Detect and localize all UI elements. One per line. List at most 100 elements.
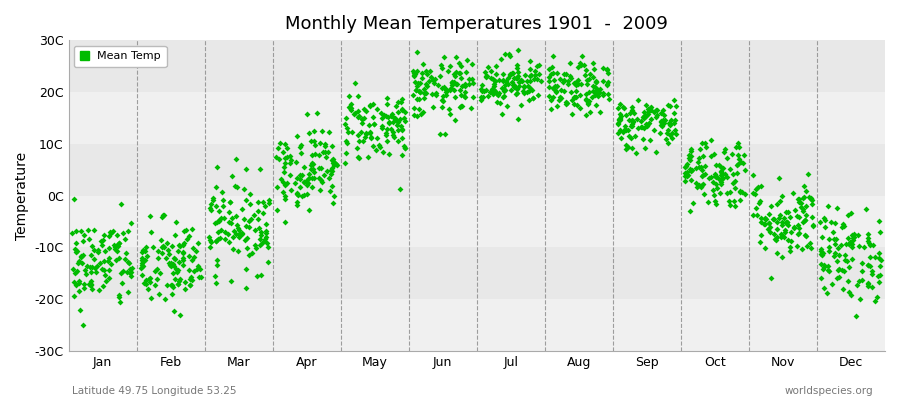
Point [544,96,558,103]
Point [317,172,331,178]
Point [65,230,79,236]
Point [691,155,706,161]
Point [818,217,832,223]
Point [589,78,603,84]
Point [242,224,256,230]
Point [491,90,506,96]
Point [412,96,427,102]
Point [76,281,91,288]
Point [666,96,680,103]
Point [417,109,431,115]
Point [259,234,274,240]
Point [222,219,237,225]
Point [300,190,314,197]
Point [152,291,166,298]
Point [800,243,814,250]
Point [458,88,473,95]
Point [717,149,732,155]
Point [300,111,314,117]
Point [696,181,710,187]
Point [305,166,320,172]
Point [304,184,319,190]
Point [112,299,127,305]
Point [767,230,781,237]
Point [522,97,536,103]
Point [487,83,501,90]
Point [276,169,291,175]
Point [872,279,886,285]
Point [203,207,218,214]
Bar [68,40,885,92]
Point [142,279,157,286]
Point [366,114,381,120]
Point [706,150,721,157]
Point [95,266,110,272]
Point [825,281,840,288]
Point [67,196,81,202]
Point [588,92,602,98]
Point [874,256,888,263]
Point [591,88,606,95]
Point [750,212,764,218]
Point [617,123,632,130]
Point [726,171,741,177]
Point [586,82,600,89]
Point [411,106,426,112]
Point [391,109,405,115]
Point [767,216,781,222]
Point [725,180,740,187]
Point [662,140,676,146]
Point [646,109,661,116]
Point [427,80,441,86]
Point [441,68,455,74]
Point [626,110,641,116]
Point [873,272,887,278]
Point [861,231,876,238]
Point [351,132,365,138]
Point [124,273,139,280]
Point [479,74,493,80]
Text: Latitude 49.75 Longitude 53.25: Latitude 49.75 Longitude 53.25 [72,386,237,396]
Point [120,268,134,275]
Point [586,60,600,66]
Point [338,159,353,166]
Point [388,115,402,121]
Point [273,140,287,146]
Point [205,195,220,202]
Point [162,260,176,266]
Point [860,262,875,269]
Point [83,264,97,270]
Point [84,269,98,276]
Point [625,117,639,124]
Point [176,262,190,268]
Point [134,257,148,263]
Point [629,116,643,122]
Point [415,70,429,76]
Point [320,168,335,174]
Point [823,268,837,274]
Point [554,94,569,101]
Point [559,98,573,105]
Point [817,262,832,268]
Point [102,267,116,274]
Point [277,160,292,166]
Point [568,94,582,100]
Point [510,65,525,72]
Point [373,144,387,150]
Point [325,157,339,163]
Point [369,147,383,153]
Point [156,211,170,218]
Point [121,228,135,234]
Point [814,248,829,254]
Point [714,168,728,174]
Point [596,92,610,98]
Point [212,235,227,241]
Point [614,113,628,119]
Point [569,94,583,100]
Point [488,78,502,84]
Point [649,149,663,155]
Point [509,61,524,68]
Point [97,232,112,238]
Bar [68,92,885,144]
Point [217,215,231,221]
